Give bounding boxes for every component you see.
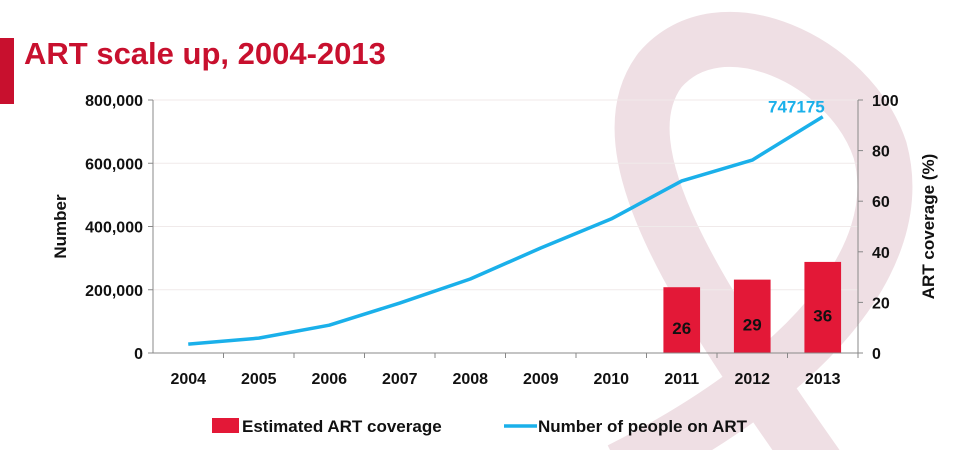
- y-tick-label: 800,000: [85, 93, 143, 110]
- y-tick-label: 0: [134, 346, 143, 363]
- bar: [733, 279, 771, 353]
- bar-data-label: 36: [813, 306, 832, 325]
- line-series: [188, 115, 824, 346]
- legend-label-bar: Estimated ART coverage: [242, 417, 442, 436]
- page-title: ART scale up, 2004-2013: [24, 36, 386, 71]
- y2-tick-label: 0: [872, 346, 881, 363]
- legend-swatch-bar: [212, 418, 239, 433]
- y2-tick-label: 60: [872, 194, 890, 211]
- bar-data-label: 29: [743, 315, 762, 334]
- x-tick-label: 2010: [593, 371, 629, 388]
- x-tick-label: 2007: [382, 371, 418, 388]
- y2-tick-label: 40: [872, 245, 890, 262]
- x-tick-label: 2006: [311, 371, 347, 388]
- y2-tick-label: 80: [872, 144, 890, 161]
- y2-axis-title: ART coverage (%): [919, 154, 938, 299]
- bar: [663, 287, 701, 353]
- y2-tick-label: 100: [872, 93, 899, 110]
- title-accent-bar: [0, 38, 14, 104]
- x-tick-label: 2004: [170, 371, 206, 388]
- legend-label-line: Number of people on ART: [538, 417, 748, 436]
- x-tick-label: 2005: [241, 371, 277, 388]
- x-tick-label: 2008: [452, 371, 488, 388]
- bar-data-label: 26: [672, 319, 691, 338]
- y-tick-label: 600,000: [85, 156, 143, 173]
- line-annotation: 747175: [768, 98, 825, 117]
- y-tick-label: 400,000: [85, 220, 143, 237]
- x-tick-label: 2012: [734, 371, 770, 388]
- bar: [804, 261, 842, 353]
- x-tick-label: 2011: [664, 371, 699, 388]
- x-tick-label: 2013: [805, 371, 841, 388]
- y-axis-title: Number: [51, 194, 70, 259]
- y2-tick-label: 20: [872, 295, 890, 312]
- x-tick-label: 2009: [523, 371, 559, 388]
- y-tick-label: 200,000: [85, 283, 143, 300]
- ribbon-watermark: [607, 11, 913, 450]
